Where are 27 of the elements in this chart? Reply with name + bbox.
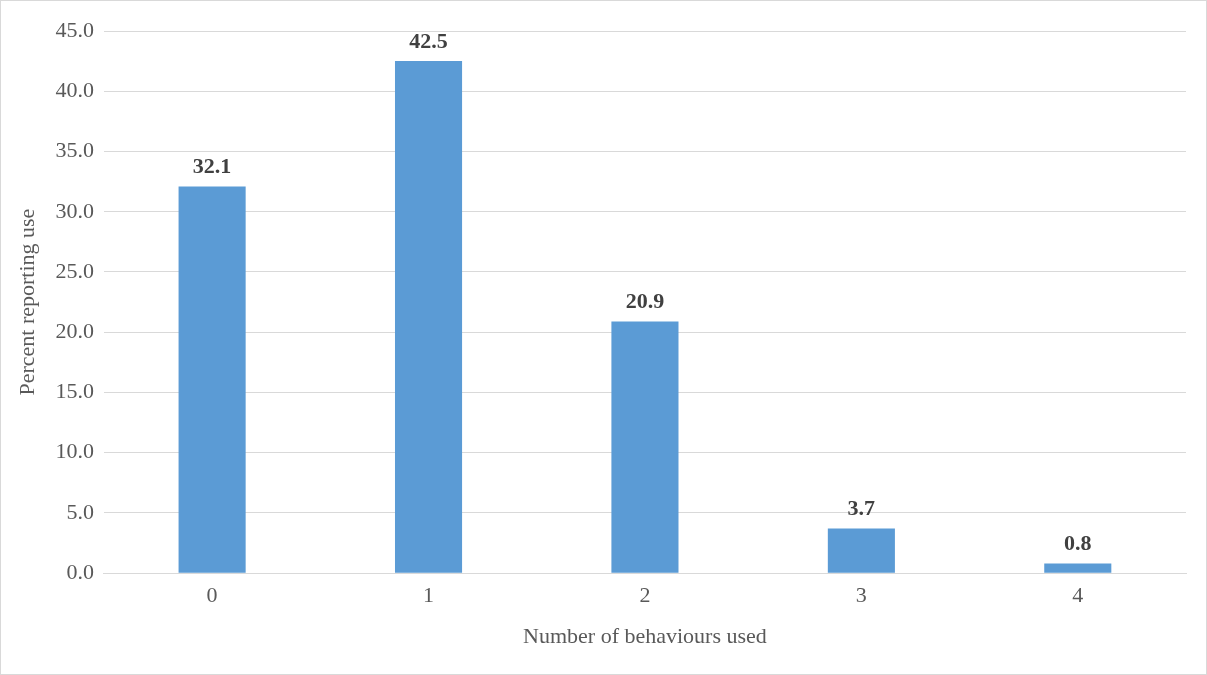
y-tick-label: 30.0 <box>55 197 94 223</box>
x-axis-title: Number of behaviours used <box>523 622 767 648</box>
y-tick-label: 40.0 <box>55 77 94 103</box>
y-axis-title: Percent reporting use <box>13 208 39 396</box>
y-tick-label: 35.0 <box>55 137 94 163</box>
data-label: 0.8 <box>1064 530 1092 556</box>
bar <box>394 61 463 573</box>
data-label: 42.5 <box>409 27 448 53</box>
x-tick-label: 4 <box>1072 582 1084 608</box>
x-tick-label: 0 <box>206 582 218 608</box>
data-label: 20.9 <box>625 288 665 314</box>
x-tick-label: 3 <box>855 582 867 608</box>
y-tick-label: 25.0 <box>55 257 94 283</box>
x-tick-label: 2 <box>639 582 651 608</box>
data-label: 32.1 <box>192 153 232 179</box>
x-tick-label: 1 <box>423 582 435 608</box>
y-tick-label: 45.0 <box>55 16 94 42</box>
data-label: 3.7 <box>847 495 876 521</box>
bar <box>827 528 895 573</box>
bar <box>1044 563 1112 573</box>
bar <box>611 321 679 573</box>
y-tick-label: 15.0 <box>55 378 94 404</box>
y-tick-label: 10.0 <box>55 438 94 464</box>
y-tick-label: 5.0 <box>66 498 94 524</box>
y-tick-label: 20.0 <box>55 318 94 343</box>
y-tick-label: 0.0 <box>66 558 94 584</box>
bar <box>178 186 246 573</box>
